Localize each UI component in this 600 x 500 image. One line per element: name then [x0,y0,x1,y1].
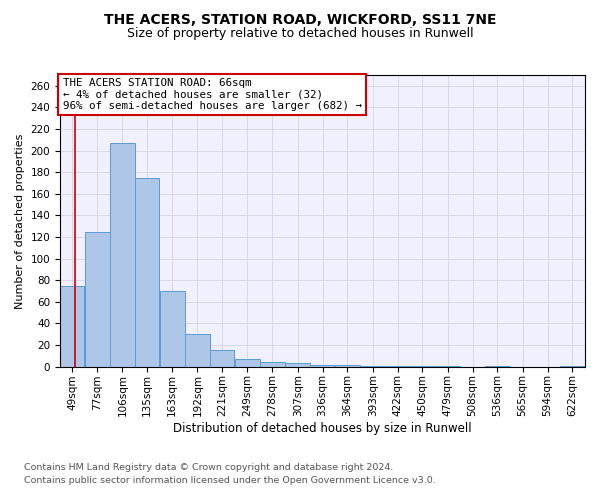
Text: THE ACERS, STATION ROAD, WICKFORD, SS11 7NE: THE ACERS, STATION ROAD, WICKFORD, SS11 … [104,12,496,26]
Bar [60,286,85,366]
Bar [185,334,210,366]
Y-axis label: Number of detached properties: Number of detached properties [15,133,25,308]
Bar [210,350,235,366]
Text: Contains HM Land Registry data © Crown copyright and database right 2024.: Contains HM Land Registry data © Crown c… [24,464,394,472]
Bar [285,364,310,366]
Bar [260,362,285,366]
Text: THE ACERS STATION ROAD: 66sqm
← 4% of detached houses are smaller (32)
96% of se: THE ACERS STATION ROAD: 66sqm ← 4% of de… [62,78,362,111]
Bar [310,364,335,366]
Bar [135,178,160,366]
X-axis label: Distribution of detached houses by size in Runwell: Distribution of detached houses by size … [173,422,472,435]
Bar [110,143,135,366]
Bar [235,359,260,366]
Text: Contains public sector information licensed under the Open Government Licence v3: Contains public sector information licen… [24,476,436,485]
Bar [335,364,360,366]
Bar [85,232,110,366]
Text: Size of property relative to detached houses in Runwell: Size of property relative to detached ho… [127,28,473,40]
Bar [160,291,185,366]
